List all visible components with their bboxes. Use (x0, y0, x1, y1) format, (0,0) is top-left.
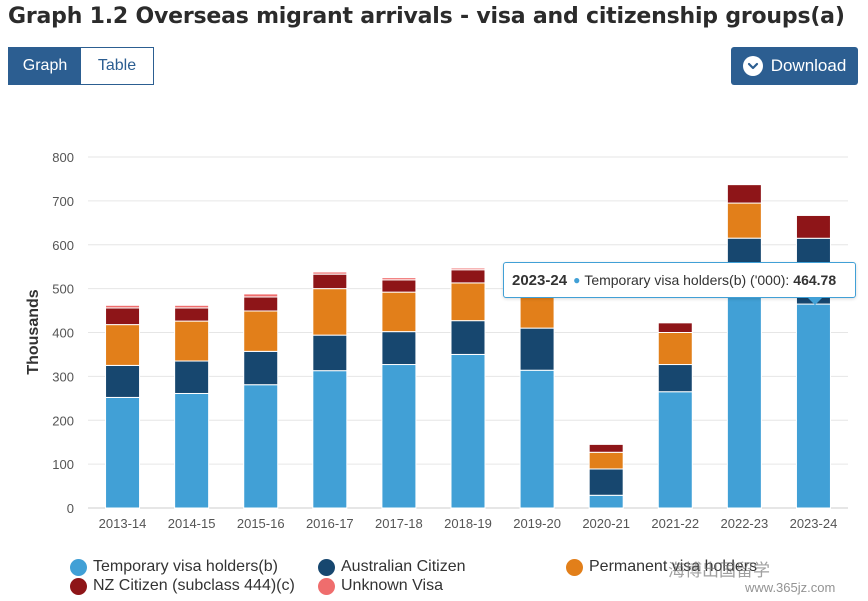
legend-item[interactable]: Temporary visa holders(b) (70, 558, 278, 576)
legend-dot-icon (566, 558, 583, 576)
bar-segment[interactable] (243, 293, 279, 298)
chevron-down-icon (742, 56, 763, 76)
bar-segment[interactable] (243, 384, 279, 509)
tooltip-series-dot-icon: ● (573, 273, 581, 287)
bar-segment[interactable] (657, 322, 693, 334)
y-tick-label: 400 (52, 326, 74, 341)
download-button[interactable]: Download (731, 47, 858, 85)
legend-dot-icon (318, 577, 335, 595)
bar-segment[interactable] (381, 291, 417, 333)
bar-segment[interactable] (588, 451, 624, 470)
bar-segment[interactable] (588, 468, 624, 496)
bar-segment[interactable] (312, 370, 348, 509)
legend-item[interactable]: Australian Citizen (318, 558, 466, 576)
bar-segment[interactable] (312, 271, 348, 275)
bar-segment[interactable] (795, 214, 831, 239)
bar-segment[interactable] (450, 353, 486, 509)
bar-segment[interactable] (726, 184, 762, 204)
x-tick-label: 2014-15 (168, 516, 216, 531)
bar-segment[interactable] (105, 307, 141, 326)
bar-segment[interactable] (381, 364, 417, 509)
y-tick-label: 200 (52, 413, 74, 428)
x-tick-label: 2015-16 (237, 516, 285, 531)
chart-tooltip: 2023-24 ● Temporary visa holders(b) ('00… (503, 262, 856, 298)
legend-item[interactable]: Unknown Visa (318, 577, 443, 595)
bar-segment[interactable] (450, 282, 486, 322)
tooltip-series: Temporary visa holders(b) ('000): (584, 272, 790, 288)
watermark-site: www.365jz.com (745, 580, 836, 595)
legend-dot-icon (70, 577, 87, 595)
legend-label: Temporary visa holders(b) (93, 558, 278, 575)
x-tick-label: 2018-19 (444, 516, 492, 531)
legend-label: Australian Citizen (341, 558, 466, 575)
page-title: Graph 1.2 Overseas migrant arrivals - vi… (8, 4, 845, 29)
bar-segment[interactable] (312, 273, 348, 290)
bar-segment[interactable] (657, 332, 693, 366)
y-tick-label: 0 (67, 501, 74, 516)
view-tabs: Graph Table (8, 47, 154, 85)
y-tick-label: 800 (52, 150, 74, 165)
tooltip-pointer (807, 297, 823, 305)
tab-table[interactable]: Table (81, 48, 153, 84)
bar-segment[interactable] (657, 391, 693, 509)
x-tick-label: 2023-24 (790, 516, 838, 531)
bar-segment[interactable] (519, 369, 555, 509)
legend-dot-icon (70, 558, 87, 576)
y-tick-label: 100 (52, 457, 74, 472)
bar-segment[interactable] (657, 364, 693, 393)
y-tick-label: 700 (52, 194, 74, 209)
bar-segment[interactable] (174, 304, 210, 309)
bar-segment[interactable] (312, 288, 348, 336)
bar-segment[interactable] (105, 396, 141, 509)
bar-segment[interactable] (243, 310, 279, 352)
bar-segment[interactable] (312, 334, 348, 372)
tooltip-value: 464.78 (793, 272, 837, 288)
x-tick-label: 2013-14 (99, 516, 147, 531)
legend-label: NZ Citizen (subclass 444)(c) (93, 577, 295, 594)
legend-label: Permanent visa holders (589, 558, 758, 575)
bar-segment[interactable] (588, 443, 624, 453)
x-tick-label: 2019-20 (513, 516, 561, 531)
bar-segment[interactable] (726, 279, 762, 509)
bar-segment[interactable] (795, 303, 831, 509)
tooltip-category: 2023-24 (512, 271, 568, 289)
download-label: Download (770, 56, 847, 75)
bar-segment[interactable] (726, 202, 762, 239)
y-axis-label: Thousands (25, 289, 42, 374)
bar-segment[interactable] (105, 364, 141, 398)
x-tick-label: 2021-22 (651, 516, 699, 531)
x-tick-label: 2017-18 (375, 516, 423, 531)
bar-segment[interactable] (381, 279, 417, 293)
bar-segment[interactable] (243, 296, 279, 312)
bar-segment[interactable] (381, 331, 417, 366)
bar-segment[interactable] (243, 350, 279, 386)
legend-item[interactable]: Permanent visa holders (566, 558, 757, 576)
bar-segment[interactable] (588, 494, 624, 509)
bar-segment[interactable] (174, 392, 210, 509)
x-tick-label: 2022-23 (721, 516, 769, 531)
bar-segment[interactable] (381, 277, 417, 281)
y-tick-label: 300 (52, 369, 74, 384)
watermark: 海博出国留学 (668, 561, 770, 581)
x-tick-label: 2020-21 (582, 516, 630, 531)
bar-segment[interactable] (174, 360, 210, 394)
y-tick-label: 600 (52, 238, 74, 253)
bar-segment[interactable] (519, 327, 555, 371)
bar-segment[interactable] (174, 320, 210, 362)
bar-segment[interactable] (105, 324, 141, 366)
legend-label: Unknown Visa (341, 577, 443, 594)
legend-dot-icon (318, 558, 335, 576)
legend-item[interactable]: NZ Citizen (subclass 444)(c) (70, 577, 295, 595)
y-tick-label: 500 (52, 282, 74, 297)
tab-graph[interactable]: Graph (9, 48, 81, 84)
bar-segment[interactable] (450, 267, 486, 271)
bar-segment[interactable] (174, 307, 210, 322)
x-tick-label: 2016-17 (306, 516, 354, 531)
bar-segment[interactable] (450, 269, 486, 284)
bar-segment[interactable] (105, 304, 141, 309)
bar-segment[interactable] (450, 320, 486, 355)
